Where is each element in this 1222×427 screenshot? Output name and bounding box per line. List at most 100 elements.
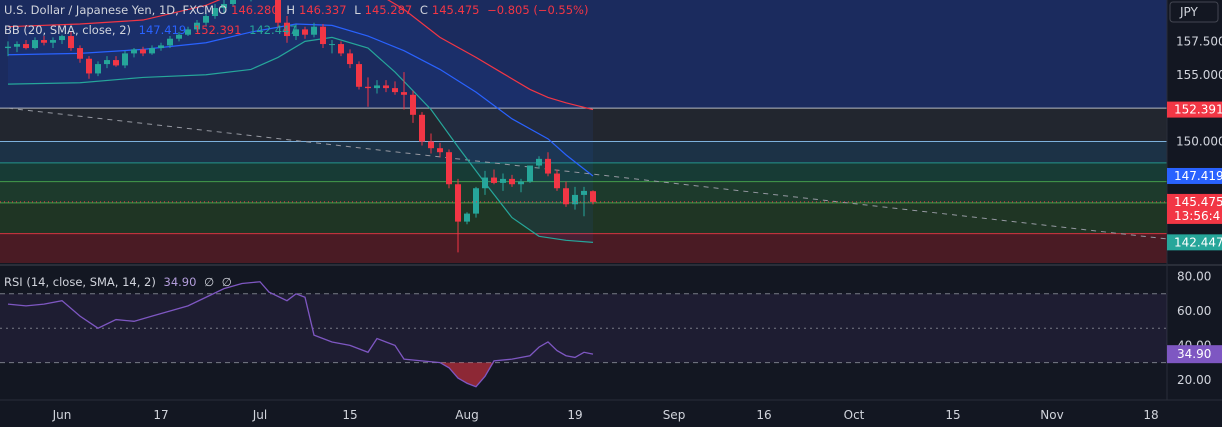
time-tick-label: Jul xyxy=(252,408,267,422)
time-tick-label: 15 xyxy=(945,408,960,422)
candle xyxy=(212,4,218,19)
candle xyxy=(77,45,83,63)
time-tick-label: 15 xyxy=(342,408,357,422)
candle-body xyxy=(446,152,452,185)
candle-body xyxy=(500,178,506,183)
candle-body xyxy=(392,88,398,93)
candle xyxy=(149,45,155,55)
price-tick-label: 150.000 xyxy=(1176,135,1222,149)
bb-upper-value: 152.391 xyxy=(193,23,242,37)
candle-body xyxy=(401,92,407,95)
candle-body xyxy=(545,158,551,174)
candle-body xyxy=(185,29,191,35)
candle xyxy=(410,90,416,123)
candle xyxy=(131,48,137,58)
candle-body xyxy=(5,46,11,49)
candle xyxy=(122,50,128,69)
candle xyxy=(347,49,353,69)
candle-body xyxy=(32,40,38,49)
candle-body xyxy=(104,60,110,65)
trendline xyxy=(7,107,1222,246)
candle xyxy=(68,32,74,51)
candle-body xyxy=(356,64,362,87)
candle-body xyxy=(293,29,299,37)
candle xyxy=(509,174,515,187)
candle-body xyxy=(176,34,182,39)
candle-body xyxy=(95,64,101,74)
candle-body xyxy=(518,181,524,185)
time-axis-background xyxy=(0,400,1222,427)
candle-body xyxy=(131,49,137,54)
candles xyxy=(5,0,596,253)
candle xyxy=(383,80,389,93)
candle-body xyxy=(527,165,533,182)
candle-body xyxy=(41,40,47,43)
candle-body xyxy=(23,44,29,49)
candle xyxy=(500,173,506,191)
candle xyxy=(5,41,11,57)
time-tick-label: Aug xyxy=(455,408,478,422)
candle xyxy=(563,181,569,207)
time-tick-label: Oct xyxy=(844,408,865,422)
price-label-text: 145.475 xyxy=(1174,195,1222,209)
candle xyxy=(392,81,398,95)
price-label-box xyxy=(1167,234,1222,251)
candle xyxy=(167,36,173,49)
zone-grey xyxy=(0,108,1167,142)
candle xyxy=(338,41,344,57)
candle xyxy=(284,16,290,43)
candle-body xyxy=(491,177,497,183)
candle-body xyxy=(347,53,353,65)
rsi-legend[interactable]: RSI (14, close, SMA, 14, 2) 34.90 ∅ ∅ xyxy=(4,275,236,289)
candle xyxy=(464,212,470,225)
candle-body xyxy=(230,0,236,5)
rsi-tick-label: 20.00 xyxy=(1177,373,1211,387)
candle-body xyxy=(383,85,389,89)
candle xyxy=(59,34,65,45)
candle xyxy=(113,56,119,67)
candle xyxy=(41,36,47,46)
price-label-text: 142.447 xyxy=(1174,235,1222,249)
candle xyxy=(455,178,461,253)
symbol-legend[interactable]: U.S. Dollar / Japanese Yen, 1D, FXCM O 146… xyxy=(4,3,592,17)
candle xyxy=(275,0,281,29)
bb-legend[interactable]: BB (20, SMA, close, 2) 147.419 152.391 1… xyxy=(4,23,301,37)
candle-body xyxy=(86,58,92,74)
candle xyxy=(356,61,362,90)
rsi-line xyxy=(7,281,594,388)
rsi-value-box xyxy=(1167,345,1222,364)
candle-body xyxy=(140,49,146,54)
candle xyxy=(185,26,191,37)
low-label: L xyxy=(354,3,361,17)
candle xyxy=(14,41,20,53)
candle-body xyxy=(212,8,218,17)
candle-body xyxy=(275,0,281,23)
candle-body xyxy=(68,36,74,49)
time-tick-label: Jun xyxy=(52,408,72,422)
candle-body xyxy=(428,141,434,149)
candle-body xyxy=(563,188,569,205)
high-value: 146.337 xyxy=(299,3,347,17)
candle xyxy=(203,13,209,26)
candle-body xyxy=(158,45,164,49)
candle-body xyxy=(437,148,443,153)
price-label-text: 147.419 xyxy=(1174,169,1222,183)
candle-body xyxy=(14,44,20,47)
time-tick-label: 17 xyxy=(153,408,168,422)
price-tick-label: 155.000 xyxy=(1176,68,1222,82)
rsi-tick-label: 80.00 xyxy=(1177,270,1211,284)
candle-body xyxy=(365,86,371,89)
symbol-name: U.S. Dollar / Japanese Yen, 1D, FXCM xyxy=(4,3,215,17)
open-label: O xyxy=(218,3,228,17)
candle xyxy=(329,40,335,54)
rsi-extra-2: ∅ xyxy=(221,275,232,289)
candle xyxy=(293,24,299,41)
candle-body xyxy=(374,85,380,89)
close-label: C xyxy=(419,3,428,17)
close-value: 145.475 xyxy=(431,3,480,17)
candle-body xyxy=(482,177,488,189)
candle xyxy=(50,37,56,49)
candle-body xyxy=(554,173,560,189)
